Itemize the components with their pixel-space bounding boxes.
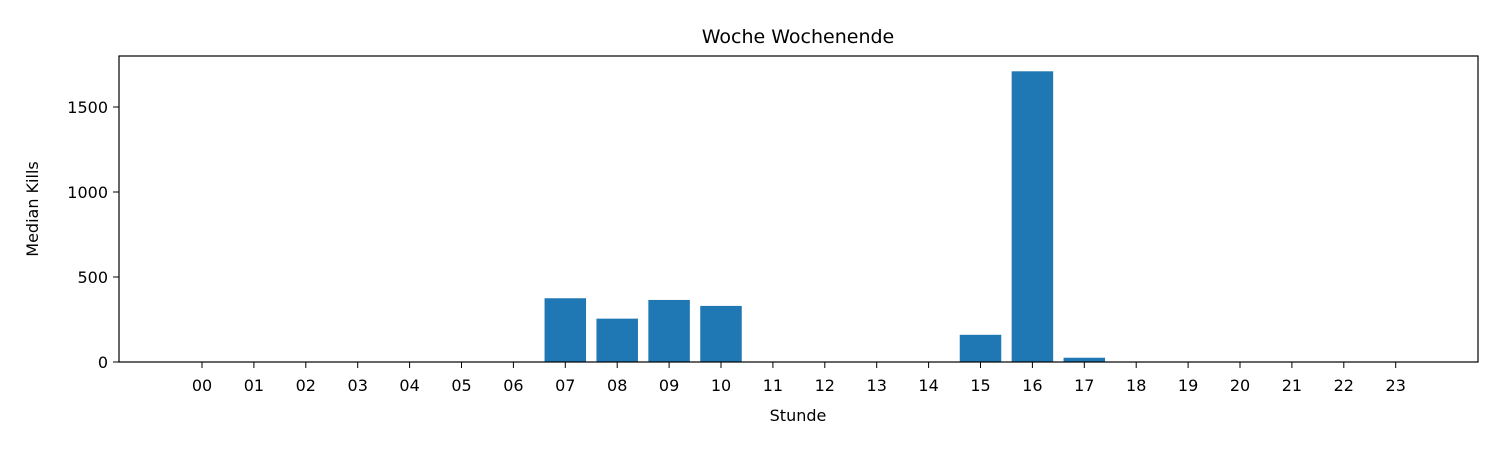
- x-tick-label-20: 20: [1230, 376, 1250, 395]
- y-tick-label-0: 0: [98, 353, 108, 372]
- x-tick-label-03: 03: [348, 376, 368, 395]
- x-tick-label-01: 01: [244, 376, 264, 395]
- x-tick-label-06: 06: [503, 376, 523, 395]
- x-tick-label-00: 00: [192, 376, 212, 395]
- x-tick-label-08: 08: [607, 376, 627, 395]
- x-tick-label-19: 19: [1178, 376, 1198, 395]
- y-axis-label: Median Kills: [23, 161, 42, 256]
- bar-09: [648, 299, 690, 362]
- bar-10: [700, 305, 742, 362]
- x-tick-label-11: 11: [763, 376, 783, 395]
- bars-group: [544, 71, 1106, 363]
- x-tick-label-14: 14: [918, 376, 938, 395]
- x-tick-label-09: 09: [659, 376, 679, 395]
- plot-frame: [118, 55, 1479, 363]
- x-axis-label: Stunde: [770, 406, 827, 425]
- y-axis-ticks: 0 500 1000 1500: [67, 98, 119, 372]
- x-axis-ticks: 00 01 02 03 04 05 06 07 08 09 10 11 12 13 14 15 16 17 18 19…: [192, 362, 1406, 395]
- x-tick-label-16: 16: [1022, 376, 1042, 395]
- x-tick-label-15: 15: [970, 376, 990, 395]
- x-tick-label-02: 02: [296, 376, 316, 395]
- x-tick-label-21: 21: [1282, 376, 1302, 395]
- y-tick-label-1500: 1500: [67, 98, 108, 117]
- y-tick-label-500: 500: [77, 268, 108, 287]
- x-tick-label-13: 13: [867, 376, 887, 395]
- x-tick-label-23: 23: [1386, 376, 1406, 395]
- bar-16: [1011, 71, 1054, 363]
- x-tick-label-12: 12: [815, 376, 835, 395]
- x-tick-label-18: 18: [1126, 376, 1146, 395]
- x-tick-label-04: 04: [399, 376, 419, 395]
- bar-08: [596, 318, 638, 362]
- x-tick-label-22: 22: [1334, 376, 1354, 395]
- chart-title: Woche Wochenende: [702, 26, 895, 48]
- y-tick-label-1000: 1000: [67, 183, 108, 202]
- bar-15: [959, 334, 1002, 362]
- x-tick-label-07: 07: [555, 376, 575, 395]
- x-tick-label-17: 17: [1074, 376, 1094, 395]
- x-tick-label-05: 05: [451, 376, 471, 395]
- bar-07: [544, 298, 587, 362]
- bar-17: [1063, 357, 1106, 362]
- x-tick-label-10: 10: [711, 376, 731, 395]
